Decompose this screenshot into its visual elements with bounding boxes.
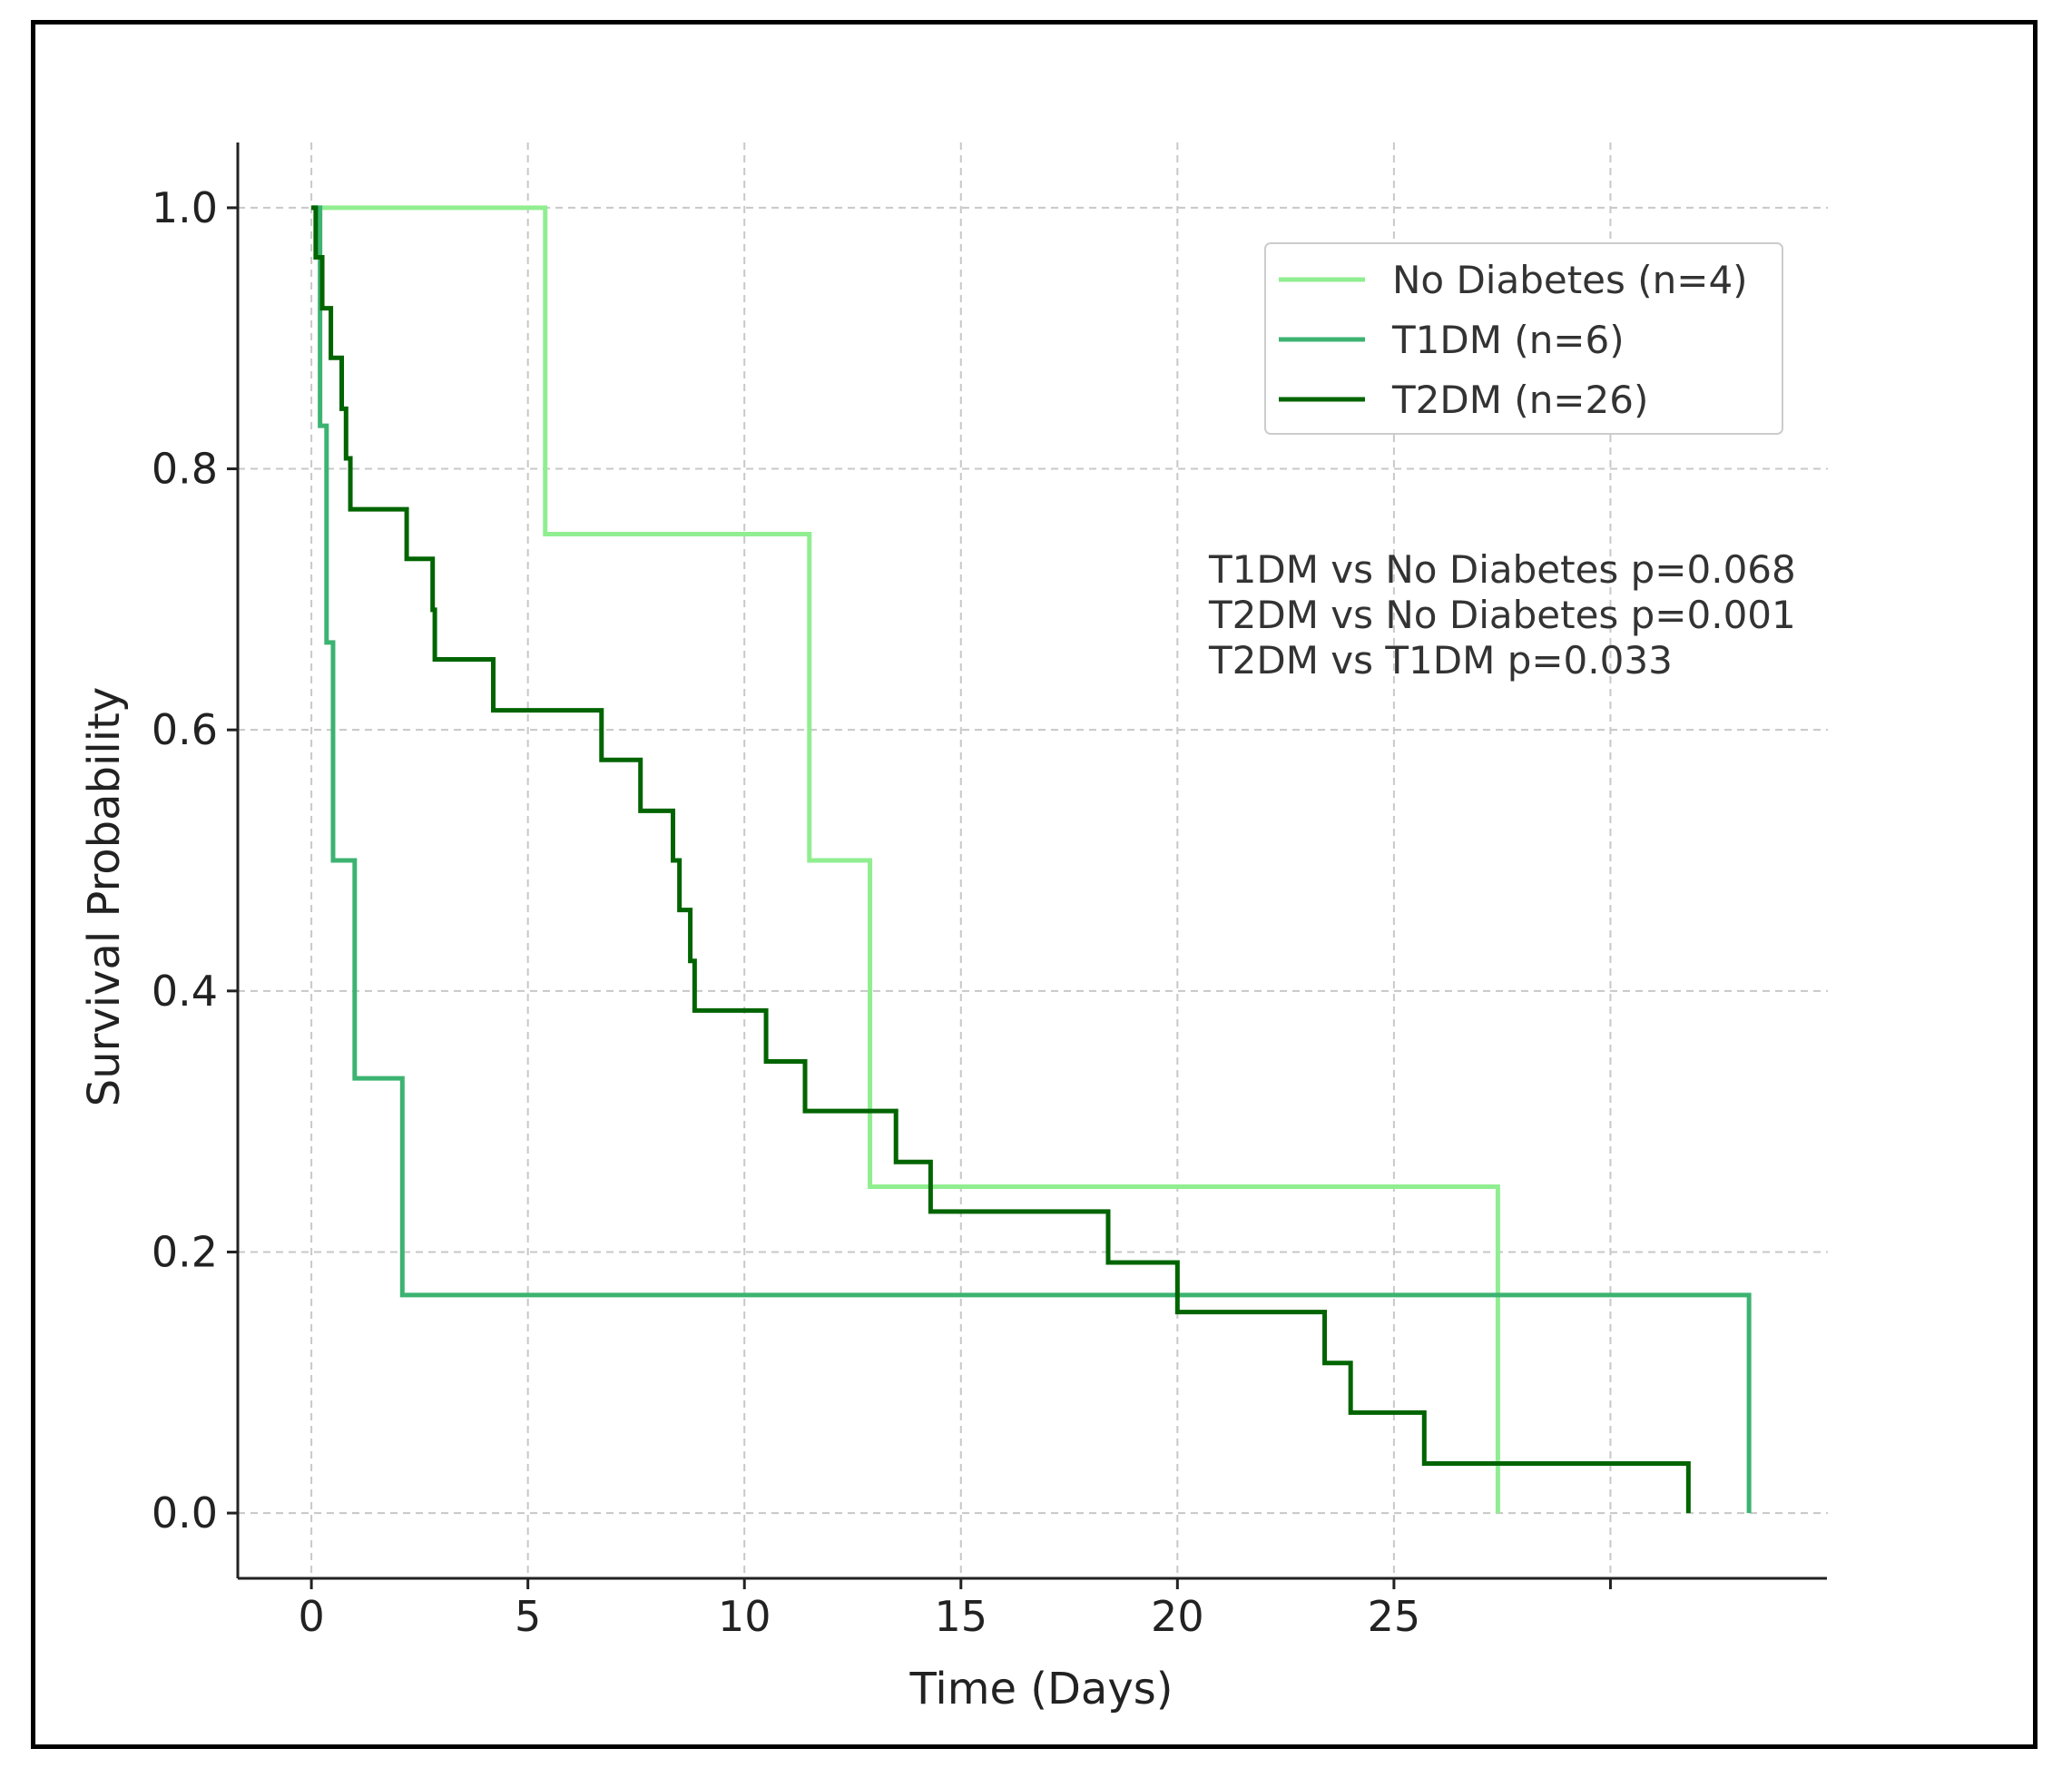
series-no-curve	[311, 205, 1500, 1514]
legend-label-2: T2DM (n=26)	[1391, 378, 1648, 422]
x-tick-label-2: 10	[718, 1592, 771, 1641]
y-tick-label-4: 0.8	[152, 445, 218, 494]
x-tick-label-3: 15	[935, 1592, 988, 1641]
km-survival-chart: 0 5 10 15 20 25 0.0 0.2 0.4 0.6 0.8 1.0 Time (Days…	[79, 142, 1828, 1714]
x-tick-label-0: 0	[298, 1592, 324, 1641]
y-axis-label: Survival Probability	[79, 687, 130, 1107]
x-tick-label-4: 20	[1151, 1592, 1204, 1641]
y-tick-label-5: 1.0	[152, 183, 218, 232]
legend-label-1: T1DM (n=6)	[1391, 318, 1625, 362]
y-tick-label-3: 0.6	[152, 705, 218, 754]
axes	[236, 142, 1827, 1580]
survival-curves	[311, 205, 1752, 1514]
x-axis-label: Time (Days)	[909, 1664, 1173, 1714]
y-ticks: 0.0 0.2 0.4 0.6 0.8 1.0	[152, 183, 238, 1537]
x-ticks: 0 5 10 15 20 25	[298, 1578, 1612, 1641]
annotation-t2dm-vs-no-diabetes: T2DM vs No Diabetes p=0.001	[1208, 593, 1796, 637]
y-tick-label-0: 0.0	[152, 1488, 218, 1537]
grid	[238, 142, 1828, 1578]
y-tick-label-1: 0.2	[152, 1227, 218, 1276]
x-tick-label-5: 25	[1368, 1592, 1421, 1641]
figure-frame: 0 5 10 15 20 25 0.0 0.2 0.4 0.6 0.8 1.0 Time (Days…	[31, 20, 2038, 1749]
y-tick-label-2: 0.4	[152, 967, 218, 1016]
annotation-t1dm-vs-no-diabetes: T1DM vs No Diabetes p=0.068	[1208, 547, 1796, 592]
legend-items: No Diabetes (n=4) T1DM (n=6) T2DM (n=26)	[1279, 258, 1748, 422]
p-value-annotations: T1DM vs No Diabetes p=0.068 T2DM vs No D…	[1208, 547, 1796, 683]
legend-box	[1264, 242, 1783, 435]
series-t2dm-curve	[311, 205, 1691, 1514]
series-t1dm-curve	[311, 205, 1752, 1514]
legend: No Diabetes (n=4) T1DM (n=6) T2DM (n=26)	[1264, 242, 1783, 435]
annotation-t2dm-vs-t1dm: T2DM vs T1DM p=0.033	[1208, 638, 1673, 683]
legend-label-0: No Diabetes (n=4)	[1392, 258, 1748, 302]
x-tick-label-1: 5	[515, 1592, 541, 1641]
